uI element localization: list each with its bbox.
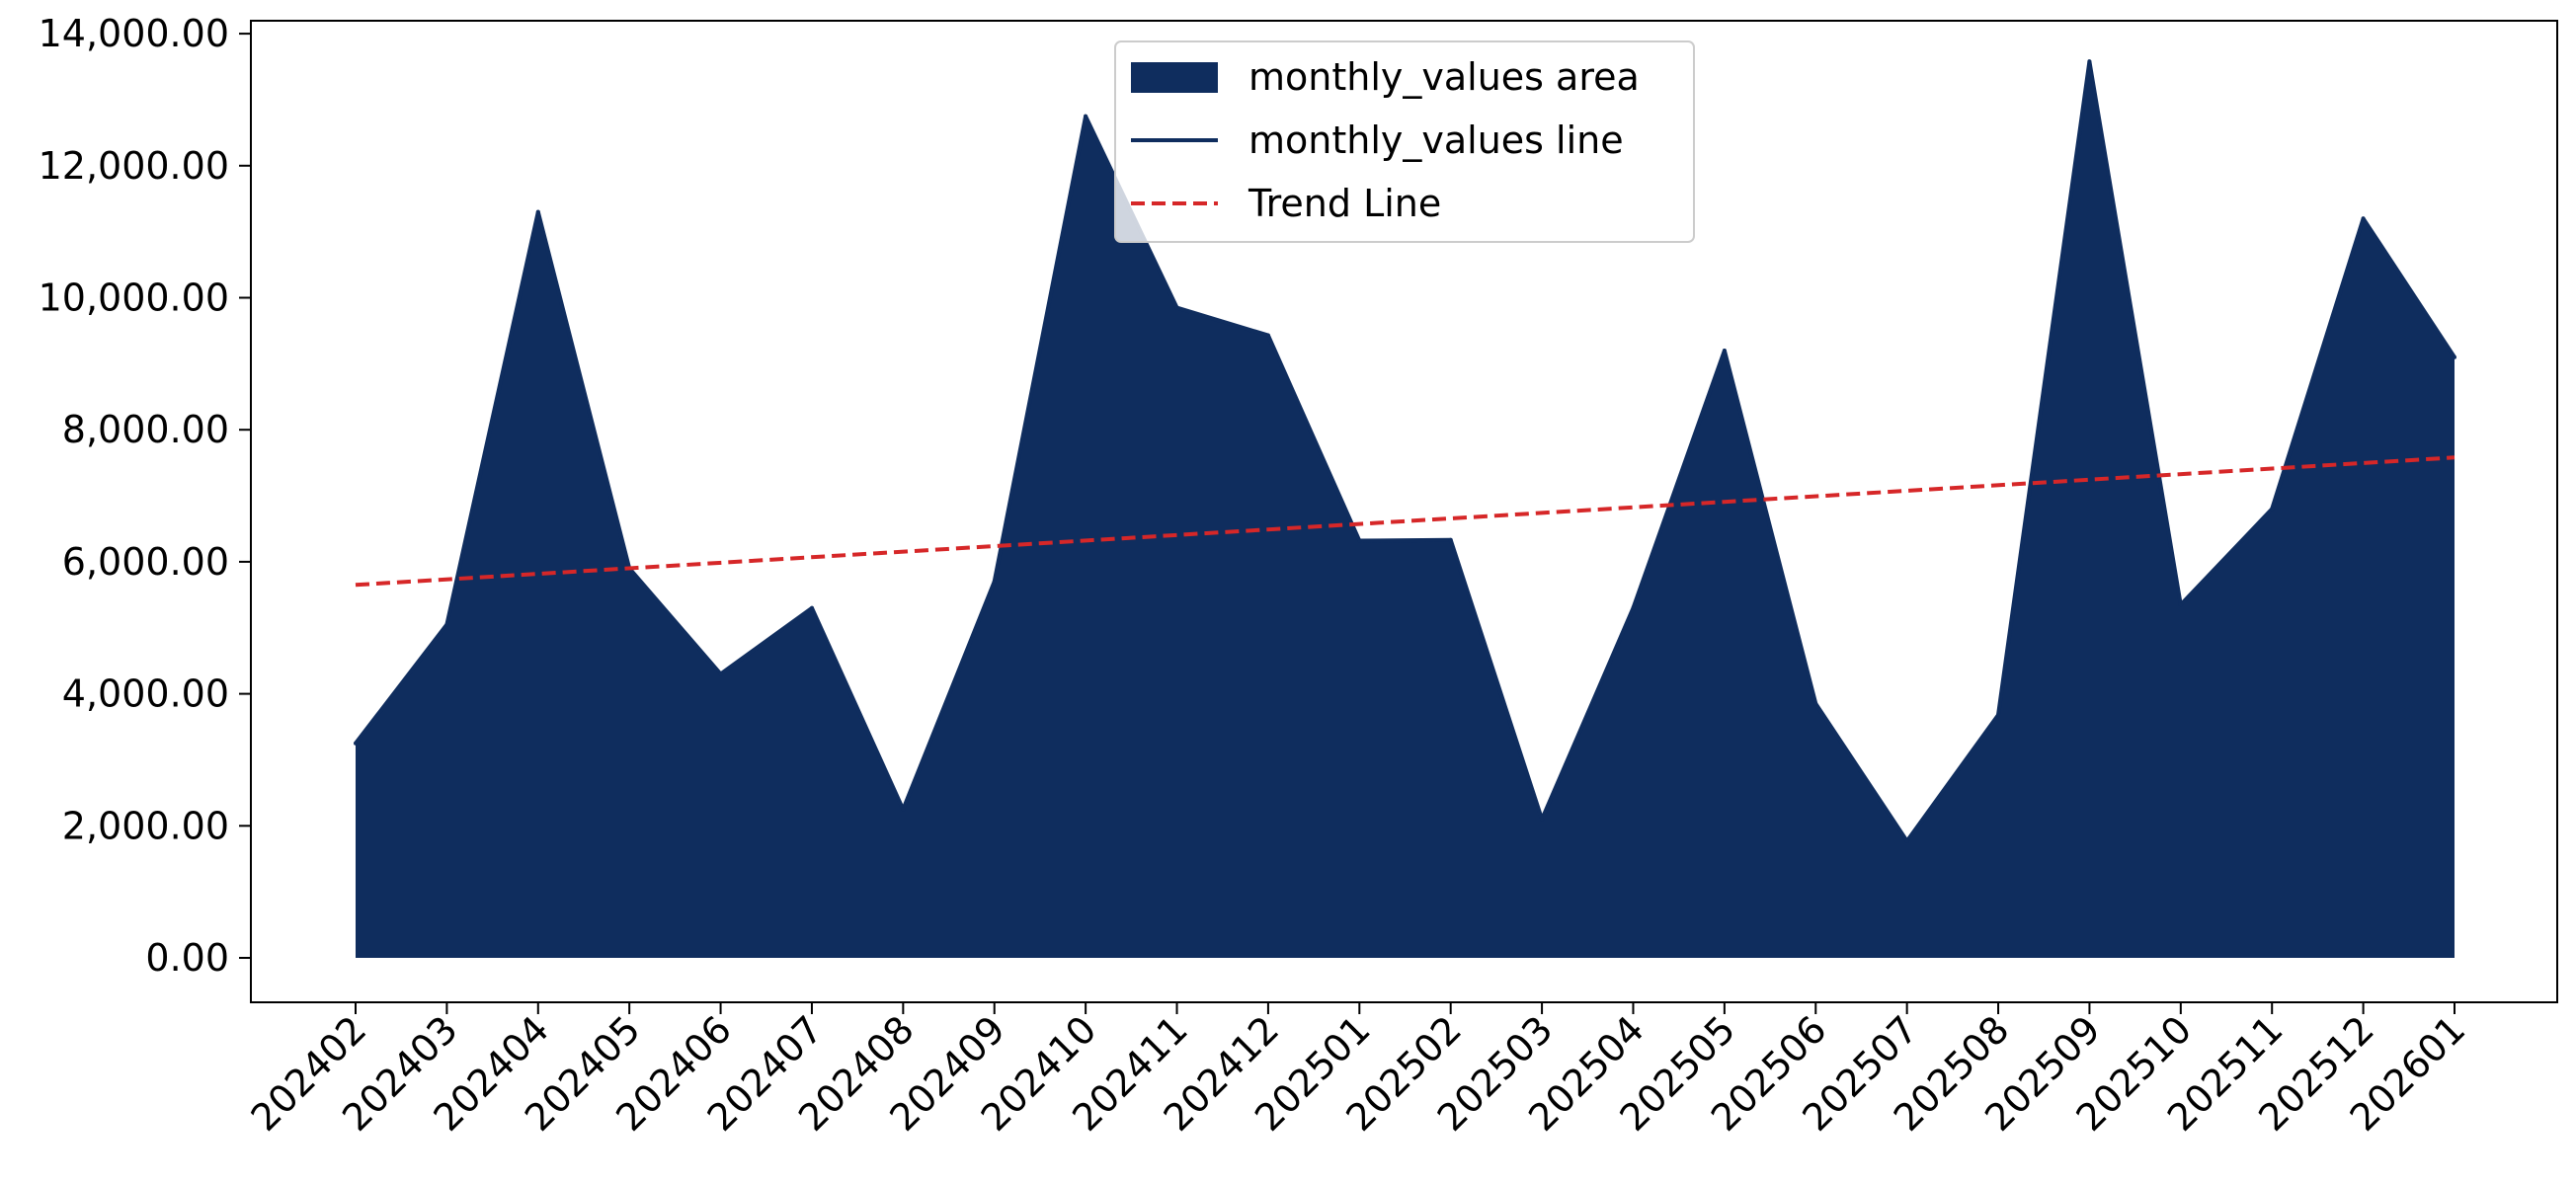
series-line-monthly-values bbox=[354, 59, 2456, 843]
y-tick-label: 4,000.00 bbox=[62, 672, 229, 716]
y-tick-label: 6,000.00 bbox=[62, 540, 229, 584]
data-point-202505 bbox=[1722, 349, 1727, 353]
data-point-202507 bbox=[1904, 838, 1909, 843]
series-area-monthly-values bbox=[356, 61, 2455, 958]
data-point-202402 bbox=[354, 741, 358, 746]
y-tick-label: 2,000.00 bbox=[62, 804, 229, 847]
legend: monthly_values area monthly_values line … bbox=[1114, 40, 1695, 243]
data-point-202409 bbox=[992, 580, 997, 584]
data-point-202512 bbox=[2361, 216, 2366, 221]
y-tick-label: 0.00 bbox=[145, 936, 229, 980]
data-point-202407 bbox=[810, 605, 814, 610]
data-point-202412 bbox=[1265, 333, 1270, 338]
data-point-202508 bbox=[1996, 713, 2000, 717]
data-point-202406 bbox=[718, 671, 723, 676]
legend-label-area: monthly_values area bbox=[1248, 55, 1640, 99]
data-point-202501 bbox=[1357, 538, 1362, 543]
data-point-202503 bbox=[1540, 817, 1545, 822]
y-tick-label: 14,000.00 bbox=[39, 12, 229, 55]
legend-frame bbox=[1114, 40, 1695, 243]
plot-area bbox=[354, 59, 2456, 958]
axes-frame bbox=[250, 20, 2558, 1003]
y-tick-label: 8,000.00 bbox=[62, 408, 229, 451]
series-trend-line bbox=[355, 455, 2455, 588]
data-point-202403 bbox=[444, 622, 449, 627]
data-point-202509 bbox=[2087, 59, 2092, 64]
data-point-202506 bbox=[1813, 701, 1818, 706]
data-point-202502 bbox=[1448, 537, 1453, 542]
data-point-202411 bbox=[1174, 305, 1179, 310]
data-point-202601 bbox=[2453, 355, 2456, 359]
data-point-202504 bbox=[1631, 605, 1636, 610]
legend-swatch-area bbox=[1131, 62, 1218, 93]
y-axis: 0.00 2,000.00 4,000.00 6,000.00 8,000.00 10,0… bbox=[39, 12, 251, 980]
data-point-202404 bbox=[535, 209, 540, 214]
data-point-202510 bbox=[2178, 602, 2183, 607]
legend-label-line: monthly_values line bbox=[1248, 118, 1624, 162]
y-tick-label: 10,000.00 bbox=[39, 276, 229, 320]
legend-label-trend: Trend Line bbox=[1248, 182, 1441, 225]
data-point-202408 bbox=[901, 807, 906, 812]
data-point-202511 bbox=[2270, 507, 2275, 512]
data-point-202410 bbox=[1084, 114, 1088, 118]
y-tick-label: 12,000.00 bbox=[39, 144, 229, 188]
